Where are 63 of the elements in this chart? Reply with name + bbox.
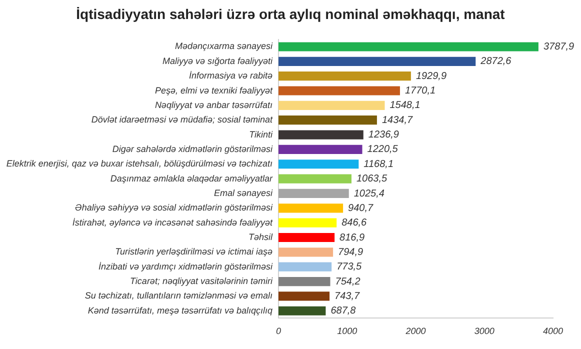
- bar: [278, 248, 334, 257]
- bar: [278, 130, 364, 140]
- bar: [278, 86, 400, 96]
- bar: [278, 292, 330, 301]
- y-tick-label: Su təchizatı, tullantıların təmizlənməsi və emalı: [84, 290, 273, 301]
- y-tick-label: İnformasiya və rabitə: [188, 70, 272, 81]
- data-label: 754,2: [335, 276, 361, 288]
- bar: [278, 174, 352, 184]
- bar: [278, 116, 377, 125]
- data-label: 1434,7: [382, 114, 413, 126]
- y-tick-label: Elektrik enerjisi, qaz və buxar istehsalı, bölüşdürülməsi və təchizatı: [6, 158, 273, 169]
- y-tick-label: Nəqliyyat və anbar təsərrüfatı: [154, 100, 273, 110]
- data-label: 940,7: [348, 202, 374, 214]
- y-tick-label: Kənd təsərrüfatı, meşə təsərrüfatı və balıqçılıq: [88, 305, 272, 316]
- y-tick-label: Turistlərin yerləşdirilməsi və ictimai iaşə: [115, 246, 272, 257]
- data-label: 1220,5: [367, 144, 398, 156]
- data-label: 2872,6: [480, 56, 512, 68]
- x-tick-label: 2000: [404, 326, 426, 336]
- bar: [278, 72, 411, 81]
- bar: [278, 42, 538, 52]
- bar: [278, 100, 385, 110]
- data-label: 1548,1: [390, 100, 420, 112]
- x-tick-label: 4000: [542, 326, 564, 336]
- bar: [278, 188, 349, 198]
- y-tick-label: Mədənçıxarma sənayesi: [174, 41, 274, 52]
- x-tick-label: 3000: [474, 326, 494, 336]
- y-tick-label: Ticarət; nəqliyyat vasitələrinin təmiri: [130, 276, 274, 286]
- data-label: 1168,1: [364, 158, 394, 170]
- bar: [278, 232, 335, 242]
- data-label: 1770,1: [404, 86, 436, 97]
- y-tick-label: Digər sahələrdə xidmətlərin göstərilməsi: [112, 144, 274, 154]
- bar: [278, 160, 359, 169]
- bar: [278, 262, 332, 272]
- x-tick-label: 1000: [337, 326, 358, 336]
- data-label: 1063,5: [356, 174, 388, 185]
- y-tick-label: Əhaliyə səhiyyə və sosial xidmətlərin göstərilməsi: [74, 202, 274, 213]
- y-tick-label: İnzibati və yardımçı xidmətlərin göstərilməsi: [98, 261, 274, 272]
- y-tick-label: Dövlət idarəetməsi və müdafiə; sosial təminat: [91, 114, 273, 125]
- y-tick-label: Təhsil: [248, 232, 274, 242]
- bar: [278, 306, 326, 316]
- data-label: 816,9: [340, 232, 366, 244]
- y-tick-label: Peşə, elmi və texniki fəaliyyət: [154, 85, 273, 96]
- bar: [278, 56, 476, 66]
- bar: [278, 276, 330, 286]
- data-label: 687,8: [330, 306, 356, 317]
- y-tick-label: Tikinti: [249, 129, 274, 140]
- bar: [278, 144, 362, 154]
- y-tick-label: Maliyyə və sığorta fəaliyyəti: [162, 56, 274, 66]
- data-label: 773,5: [336, 262, 362, 273]
- y-tick-label: Emal sənayesi: [214, 188, 274, 198]
- data-label: 846,6: [342, 218, 368, 229]
- data-label: 794,9: [338, 246, 364, 258]
- data-label: 1929,9: [416, 70, 447, 82]
- data-label: 3787,9: [543, 42, 574, 53]
- y-tick-label: Daşınmaz əmlakla əlaqədar əməliyyatlar: [110, 173, 274, 184]
- y-tick-label: İstirahət, əyləncə və incəsənət sahəsində fəaliyyət: [72, 217, 273, 228]
- chart-title: İqtisadiyyatın sahələri üzrə orta aylıq nominal əməkhaqqı, manat: [75, 6, 506, 24]
- bar: [278, 204, 344, 213]
- data-label: 1025,4: [354, 188, 385, 200]
- bar: [278, 218, 337, 228]
- data-label: 743,7: [334, 290, 360, 302]
- x-tick-label: 0: [276, 326, 282, 336]
- data-label: 1236,9: [368, 130, 400, 141]
